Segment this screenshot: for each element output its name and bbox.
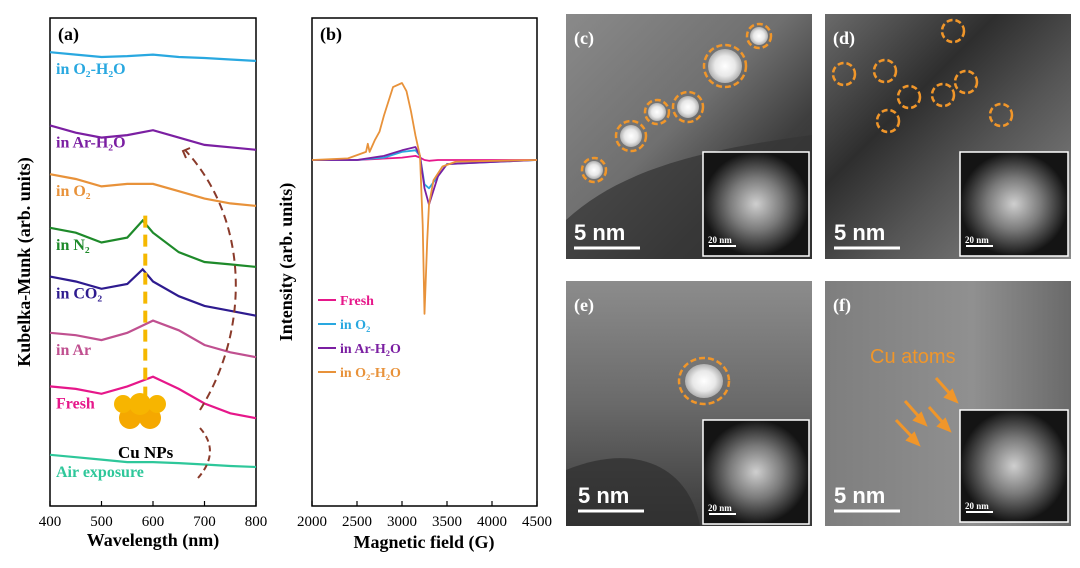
series-line-in-o2 [49, 173, 257, 207]
x-ticks-a: 400 500 600 700 800 [39, 501, 268, 530]
legend-label-in-o2-h2o: in O₂-H₂O [340, 366, 401, 381]
y-axis-label-a: Kubelka-Munk (arb. units) [14, 157, 35, 367]
scale-bar-label-e: 5 nm [578, 483, 629, 508]
series-label-fresh: Fresh [56, 395, 95, 412]
series-label-in-ar: in Ar [56, 342, 91, 359]
series-line-in-o2-h2o [49, 51, 257, 62]
series-group-a [49, 51, 257, 469]
panel-label-c: (c) [574, 28, 594, 49]
series-label-in-n2: in N₂ [56, 237, 90, 254]
tem-panel-f: (f) Cu atoms 20 nm 5 nm [825, 281, 1071, 526]
tem-panel-e: (e) 20 nm 5 nm [566, 281, 812, 526]
x-tick-label-b-4500: 4500 [522, 514, 552, 530]
panel-label-d: (d) [833, 28, 855, 49]
air-arrow [197, 427, 211, 479]
y-axis-label-b: Intensity (arb. units) [276, 183, 297, 342]
series-line-in-ar-h2o [49, 124, 257, 151]
inset-e [702, 419, 810, 525]
legend-label-in-ar-h2o: in Ar-H₂O [340, 342, 401, 357]
legend-b: Fresh in O₂ in Ar-H₂O in O₂-H₂O [318, 294, 401, 381]
annotation-cu-nps: Cu NPs [118, 443, 174, 462]
series-label-air-exposure: Air exposure [56, 464, 144, 481]
x-tick-label-a-500: 500 [90, 514, 113, 530]
series-line-in-n2 [49, 218, 257, 268]
scale-bar-label-f: 5 nm [834, 483, 885, 508]
series-group-b [311, 82, 538, 315]
panel-label-e: (e) [574, 295, 594, 316]
inset-scale-c: 20 nm [708, 235, 732, 245]
x-axis-label-b: Magnetic field (G) [354, 532, 495, 553]
scale-bar-label-d: 5 nm [834, 220, 885, 245]
trend-arrow [184, 149, 237, 411]
series-line-b-in-o2-h2o [311, 82, 538, 315]
series-line-b-in-ar-h2o [312, 146, 538, 206]
x-axis-label-a: Wavelength (nm) [87, 530, 220, 551]
series-label-in-co2: in CO₂ [56, 286, 102, 303]
trend-arrow-head [181, 147, 191, 159]
x-tick-label-a-600: 600 [142, 514, 165, 530]
series-label-in-o2: in O₂ [56, 183, 91, 200]
tem-panel-d: (d) 20 nm 5 nm [825, 14, 1071, 259]
highlight-circle-e [677, 356, 731, 406]
inset-f [959, 409, 1069, 523]
series-label-in-o2-h2o: in O₂-H₂O [56, 61, 126, 78]
scale-bar-label-c: 5 nm [574, 220, 625, 245]
inset-scale-f: 20 nm [965, 501, 989, 511]
annotation-cu-atoms: Cu atoms [870, 346, 956, 368]
plot-frame-a [49, 17, 257, 507]
inset-c [702, 151, 810, 257]
inset-scale-d: 20 nm [965, 235, 989, 245]
series-label-in-ar-h2o: in Ar-H₂O [56, 134, 126, 151]
x-tick-label-b-2500: 2500 [342, 514, 372, 530]
panel-b: (b) Fresh in O₂ in Ar-H₂O in O₂-H₂O 2000 250… [276, 17, 552, 553]
panel-label-b: (b) [320, 24, 342, 45]
highlight-circles-c [580, 22, 773, 184]
x-ticks-b: 2000 2500 3000 3500 4000 4500 [297, 501, 552, 530]
series-line-air-exposure [49, 453, 257, 469]
x-tick-label-a-800: 800 [245, 514, 268, 530]
panel-label-a: (a) [58, 24, 79, 45]
cu-nps-icon [114, 393, 166, 429]
x-tick-label-b-4000: 4000 [477, 514, 507, 530]
x-tick-label-b-3500: 3500 [432, 514, 462, 530]
legend-label-in-o2: in O₂ [340, 318, 370, 333]
legend-label-fresh: Fresh [340, 294, 374, 309]
series-line-in-co2 [49, 267, 257, 317]
plot-frame-b [311, 17, 538, 507]
panel-label-f: (f) [833, 295, 851, 316]
cu-atom-arrows [894, 377, 959, 447]
series-labels-a: in O₂-H₂O in Ar-H₂O in O₂ in N₂ in CO₂ in Ar F… [56, 61, 144, 481]
series-line-fresh [49, 375, 257, 420]
x-tick-label-a-700: 700 [193, 514, 216, 530]
series-line-in-ar [49, 319, 257, 359]
tem-panel-c: (c) 20 nm 5 nm [566, 14, 812, 259]
highlight-circles-d [831, 18, 1014, 134]
inset-d [959, 151, 1069, 257]
x-tick-label-b-3000: 3000 [387, 514, 417, 530]
x-tick-label-a-400: 400 [39, 514, 62, 530]
x-tick-label-b-2000: 2000 [297, 514, 327, 530]
inset-scale-e: 20 nm [708, 503, 732, 513]
